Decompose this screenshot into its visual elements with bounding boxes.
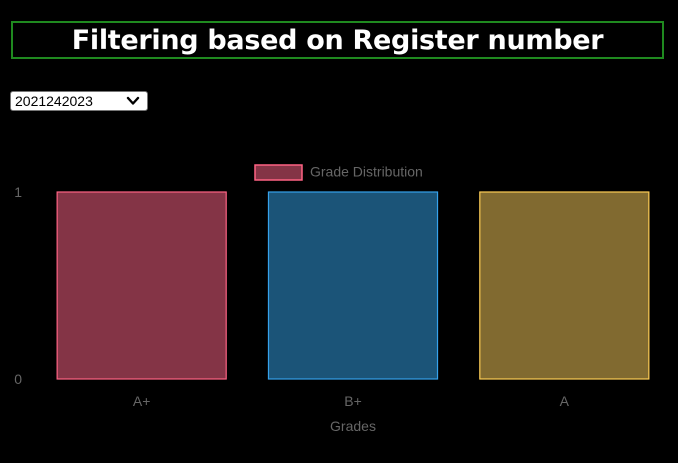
page-header: Filtering based on Register number — [11, 21, 664, 59]
register-number-select-value: 2021242023 — [15, 93, 93, 109]
chart-legend[interactable]: Grade Distribution — [254, 164, 423, 181]
bar[interactable] — [267, 191, 439, 380]
y-tick-label: 0 — [14, 371, 22, 387]
legend-swatch — [254, 164, 303, 181]
bars — [56, 191, 650, 380]
register-number-select[interactable]: 2021242023 — [10, 91, 148, 111]
x-tick-label: A — [560, 393, 570, 409]
page-title: Filtering based on Register number — [71, 24, 604, 56]
grade-distribution-chart: Grade Distribution 01 A+ B+ A Grades — [14, 164, 650, 434]
chevron-down-icon — [126, 96, 140, 105]
x-tick-label: A+ — [133, 393, 151, 409]
y-axis-ticks: 01 — [14, 184, 22, 387]
legend-label: Grade Distribution — [310, 164, 423, 180]
bar[interactable] — [479, 191, 650, 380]
x-axis-ticks: A+ B+ A — [133, 393, 570, 409]
x-axis-title: Grades — [330, 418, 376, 434]
x-tick-label: B+ — [344, 393, 362, 409]
y-tick-label: 1 — [14, 184, 22, 200]
bar[interactable] — [56, 191, 227, 380]
